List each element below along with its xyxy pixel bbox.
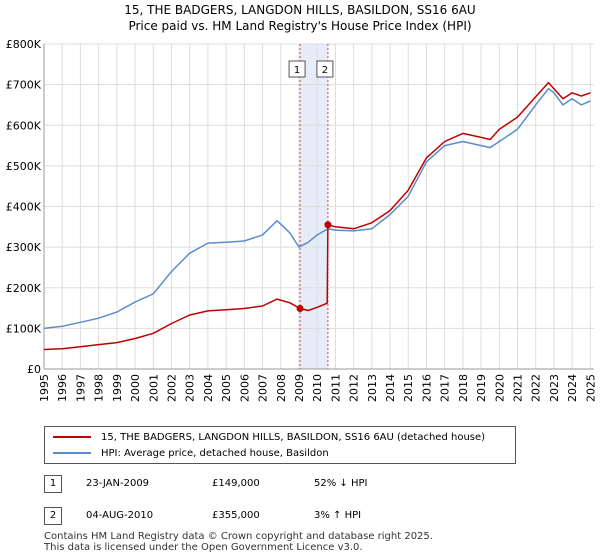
legend-label-property: 15, THE BADGERS, LANGDON HILLS, BASILDON… [101, 431, 486, 443]
x-tick-label: 2023 [548, 374, 561, 402]
x-tick-label: 2014 [384, 374, 397, 402]
sale-hpi-comparison: 3% ↑ HPI [314, 510, 362, 521]
x-tick-label: 2001 [147, 374, 160, 402]
legend-swatch-hpi [53, 452, 91, 454]
sale-point [324, 221, 332, 229]
x-tick-label: 2025 [584, 374, 597, 402]
x-tick-label: 2016 [420, 374, 433, 402]
y-tick-label: £200K [6, 282, 42, 295]
y-tick-label: £600K [6, 119, 42, 132]
x-tick-label: 2021 [512, 374, 525, 402]
annotation-box-frame [316, 60, 334, 78]
legend-swatch-property [53, 436, 91, 438]
footer-copyright: Contains HM Land Registry data © Crown c… [44, 531, 433, 542]
x-tick-label: 2022 [530, 374, 543, 402]
y-tick-label: £100K [6, 322, 42, 335]
x-tick-label: 1996 [56, 374, 69, 402]
x-tick-label: 2011 [329, 374, 342, 402]
sale-hpi-comparison: 52% ↓ HPI [314, 478, 368, 489]
x-tick-label: 2020 [493, 374, 506, 402]
x-tick-label: 2010 [311, 374, 324, 402]
x-tick-label: 2017 [439, 374, 452, 402]
x-tick-label: 1997 [74, 374, 87, 402]
x-tick-label: 2009 [293, 374, 306, 402]
annotation-box-frame [288, 60, 306, 78]
x-tick-label: 2004 [202, 374, 215, 402]
y-tick-label: £500K [6, 160, 42, 173]
x-tick-label: 2003 [184, 374, 197, 402]
x-tick-label: 2007 [257, 374, 270, 402]
x-tick-label: 2000 [129, 374, 142, 402]
footer-licence: This data is licensed under the Open Gov… [44, 542, 363, 553]
sale-annotation-box: 2 [316, 60, 334, 78]
chart-title-address: 15, THE BADGERS, LANGDON HILLS, BASILDON… [124, 3, 476, 17]
x-tick-label: 2024 [566, 374, 579, 402]
x-tick-label: 1995 [38, 374, 51, 402]
legend-item-hpi: HPI: Average price, detached house, Basi… [53, 445, 329, 461]
x-tick-label: 1998 [93, 374, 106, 402]
y-tick-label: £700K [6, 79, 42, 92]
sale-date: 23-JAN-2009 [86, 478, 150, 489]
x-tick-label: 2018 [457, 374, 470, 402]
x-tick-label: 2012 [348, 374, 361, 402]
sale-date: 04-AUG-2010 [86, 510, 154, 521]
y-tick-label: £400K [6, 201, 42, 214]
x-tick-label: 2013 [366, 374, 379, 402]
y-tick-label: £0 [27, 363, 41, 376]
legend-label-hpi: HPI: Average price, detached house, Basi… [101, 447, 329, 459]
legend-item-property: 15, THE BADGERS, LANGDON HILLS, BASILDON… [53, 429, 485, 445]
sale-number-badge: 2 [44, 507, 62, 525]
sale-price: £355,000 [212, 510, 260, 521]
sale-annotation-box: 1 [288, 60, 306, 78]
hpi-line [43, 87, 591, 330]
annotation-box-label: 2 [322, 65, 328, 76]
x-tick-label: 1999 [111, 374, 124, 402]
annotation-box-label: 1 [294, 65, 300, 76]
x-tick-label: 2006 [238, 374, 251, 402]
chart-subtitle: Price paid vs. HM Land Registry's House … [128, 19, 472, 33]
sale-price: £149,000 [212, 478, 260, 489]
y-tick-label: £800K [6, 38, 42, 51]
chart-legend: 15, THE BADGERS, LANGDON HILLS, BASILDON… [44, 426, 516, 464]
x-tick-label: 2015 [402, 374, 415, 402]
sale-point [296, 304, 304, 312]
x-tick-label: 2005 [220, 374, 233, 402]
price-chart: £0 £100K £200K £300K £400K £500K £600K £700K £80… [6, 38, 598, 402]
sale-number-badge: 1 [44, 475, 62, 493]
x-tick-label: 2019 [475, 374, 488, 402]
x-tick-label: 2002 [165, 374, 178, 402]
x-tick-label: 2008 [275, 374, 288, 402]
y-tick-label: £300K [6, 241, 42, 254]
